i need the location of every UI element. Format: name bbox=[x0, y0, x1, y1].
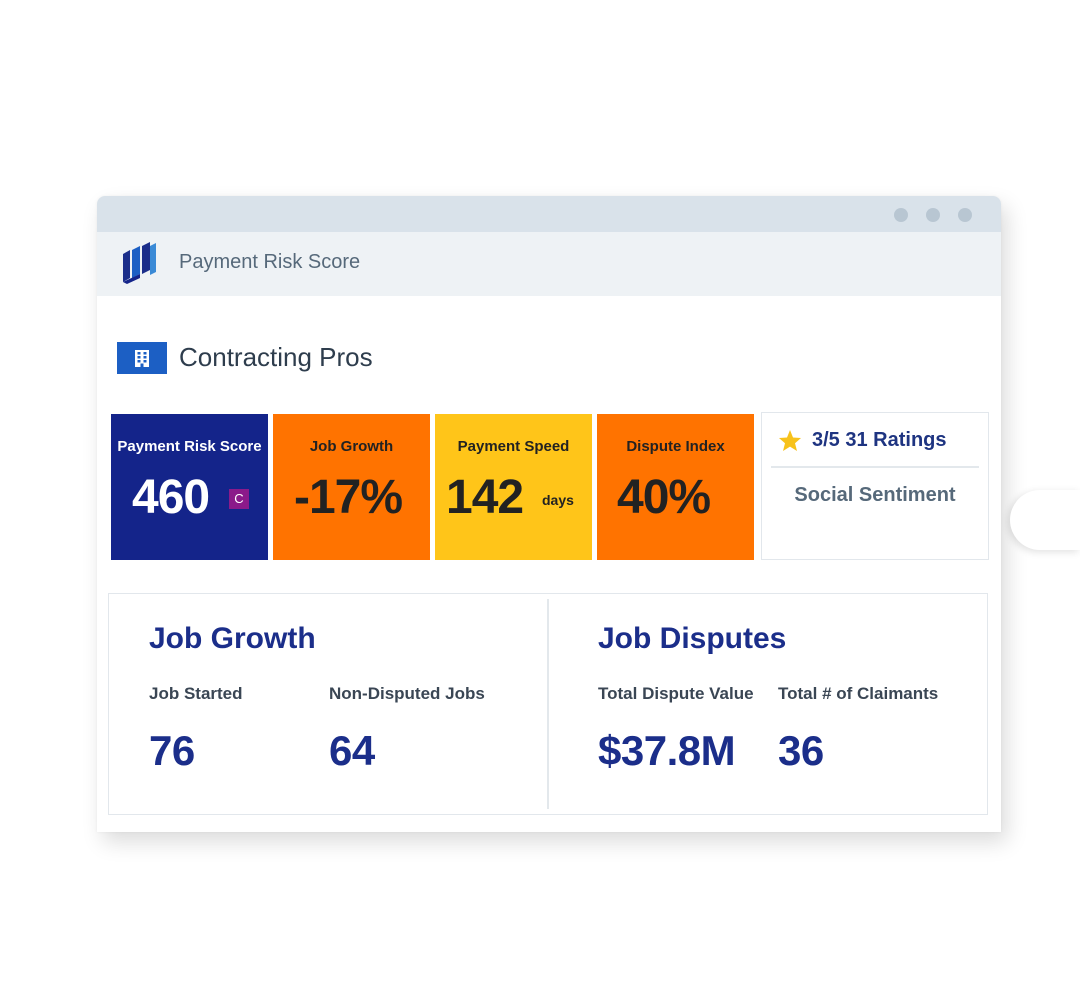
total-claimants-label: Total # of Claimants bbox=[778, 684, 939, 703]
job-growth-value: -17% bbox=[294, 471, 403, 524]
side-tab-circle[interactable] bbox=[1010, 490, 1080, 550]
job-started-label: Job Started bbox=[149, 684, 243, 703]
window-dot-3[interactable] bbox=[958, 208, 972, 222]
total-claimants-value: 36 bbox=[778, 727, 824, 774]
non-disputed-jobs-value: 64 bbox=[329, 727, 375, 774]
grade-badge: C bbox=[229, 489, 249, 509]
app-logo[interactable] bbox=[120, 240, 156, 288]
tile-label: Payment Risk Score bbox=[117, 438, 262, 455]
window-titlebar bbox=[97, 196, 1001, 232]
job-growth-title: Job Growth bbox=[149, 622, 316, 655]
tile-payment-risk-score[interactable]: Payment Risk Score 460 C bbox=[111, 414, 268, 560]
app-header: Payment Risk Score bbox=[97, 232, 1001, 296]
tile-label: Dispute Index bbox=[626, 438, 725, 455]
tile-label: Payment Speed bbox=[457, 438, 570, 455]
total-dispute-value-label: Total Dispute Value bbox=[598, 684, 754, 703]
payment-speed-value: 142 bbox=[446, 471, 524, 524]
tile-dispute-index[interactable]: Dispute Index 40% bbox=[597, 414, 754, 560]
payment-risk-score-value: 460 bbox=[132, 471, 210, 524]
social-sentiment-card[interactable]: 3/5 31 Ratings Social Sentiment bbox=[761, 412, 989, 560]
window-dot-1[interactable] bbox=[894, 208, 908, 222]
window-dot-2[interactable] bbox=[926, 208, 940, 222]
divider bbox=[771, 466, 979, 468]
tile-payment-speed[interactable]: Payment Speed 142 days bbox=[435, 414, 592, 560]
vertical-divider bbox=[547, 599, 549, 809]
dispute-index-value: 40% bbox=[617, 471, 711, 524]
tile-job-growth[interactable]: Job Growth -17% bbox=[273, 414, 430, 560]
rating-row: 3/5 31 Ratings bbox=[778, 429, 947, 452]
app-title: Payment Risk Score bbox=[179, 251, 361, 273]
company-name: Contracting Pros bbox=[179, 342, 373, 372]
payment-speed-unit: days bbox=[542, 492, 574, 508]
rating-text: 3/5 31 Ratings bbox=[812, 429, 947, 451]
app-window: Payment Risk Score Contracting Pros Paym… bbox=[97, 196, 1001, 832]
job-disputes-title: Job Disputes bbox=[598, 622, 787, 655]
total-dispute-value: $37.8M bbox=[598, 727, 736, 774]
social-sentiment-label: Social Sentiment bbox=[794, 484, 956, 506]
stats-panel: Job Growth Job Started Non-Disputed Jobs… bbox=[108, 593, 988, 815]
building-icon bbox=[117, 342, 167, 374]
non-disputed-jobs-label: Non-Disputed Jobs bbox=[329, 684, 485, 703]
job-started-value: 76 bbox=[149, 727, 195, 774]
tile-label: Job Growth bbox=[309, 438, 394, 455]
star-icon bbox=[779, 430, 801, 451]
